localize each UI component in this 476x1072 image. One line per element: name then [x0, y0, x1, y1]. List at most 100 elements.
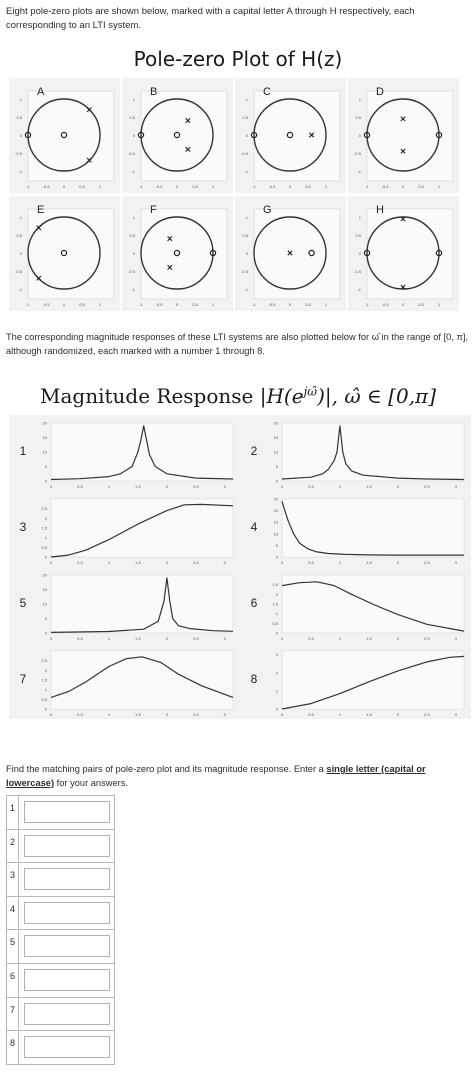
y-tick-label: 0 [20, 133, 23, 138]
x-tick-label: 2 [397, 636, 400, 641]
pole-marker [400, 216, 406, 222]
y-tick-label: 2 [276, 670, 279, 675]
zero-marker [60, 131, 68, 139]
answer-number: 1 [7, 796, 19, 829]
zero-marker [24, 131, 32, 139]
plot-number: 4 [251, 520, 258, 534]
pole-zero-figure-title: Pole-zero Plot of H(z) [133, 47, 343, 71]
pole-zero-plot-g: G 1 0.5 0 -0.5 -1 -1 -0.5 0 0.5 1 [235, 196, 346, 311]
answer-input-7[interactable] [24, 1002, 110, 1025]
plot-area [140, 208, 228, 300]
y-tick-label: 0 [45, 631, 48, 636]
y-tick-label: 0 [20, 251, 23, 256]
answer-row: 8 [7, 1031, 114, 1064]
answer-input-2[interactable] [24, 834, 110, 857]
x-tick-label: 0 [63, 302, 66, 307]
answer-row: 6 [7, 963, 114, 998]
plot-letter: C [263, 86, 271, 98]
x-tick-label: 0 [281, 560, 284, 565]
pole-marker [167, 264, 173, 270]
unit-circle [27, 98, 101, 172]
y-tick-label: 0 [359, 133, 362, 138]
y-tick-label: 1 [276, 688, 279, 693]
magnitude-plot-3: 3 0 0.5 1 1.5 2 2.5 3 2.5 2 1.5 1 0.5 0 [9, 491, 240, 567]
pole-zero-plot-f: F 1 0.5 0 -0.5 -1 -1 -0.5 0 0.5 1 [122, 196, 233, 311]
instruction-before: Find the matching pairs of pole-zero plo… [6, 764, 327, 774]
x-tick-label: 2.5 [193, 712, 199, 717]
y-tick-label: 5 [45, 464, 48, 469]
answer-input-8[interactable] [24, 1036, 110, 1059]
answer-input-6[interactable] [24, 968, 110, 991]
y-tick-label: -1 [131, 169, 135, 174]
y-tick-label: 10 [43, 450, 48, 455]
pole-zero-plot-c: C 1 0.5 0 -0.5 -1 -1 -0.5 0 0.5 1 [235, 78, 346, 193]
y-tick-label: 2 [45, 668, 48, 673]
y-tick-label: 0 [45, 479, 48, 484]
y-tick-label: 15 [43, 435, 48, 440]
x-tick-label: 3 [224, 636, 227, 641]
pole-marker [36, 225, 42, 231]
answer-number: 5 [7, 930, 19, 963]
zero-marker [435, 249, 443, 257]
answer-number: 3 [7, 863, 19, 896]
x-tick-label: -0.5 [156, 184, 164, 189]
plot-area [253, 208, 341, 300]
x-tick-label: 0 [50, 636, 53, 641]
y-tick-label: 2 [45, 516, 48, 521]
x-tick-label: 2 [397, 560, 400, 565]
y-tick-label: 0.5 [129, 233, 135, 238]
x-tick-label: 0 [176, 302, 179, 307]
zero-marker [250, 131, 258, 139]
pole-zero-svg: C 1 0.5 0 -0.5 -1 -1 -0.5 0 0.5 1 [241, 86, 341, 189]
y-tick-label: 0.5 [355, 115, 361, 120]
y-tick-label: 0 [133, 133, 136, 138]
y-tick-label: 5 [45, 616, 48, 621]
y-tick-label: -0.5 [354, 151, 362, 156]
answer-input-4[interactable] [24, 901, 110, 924]
x-tick-label: 0.5 [192, 184, 198, 189]
magnitude-figure-title: Magnitude Response |H(ejω̂)|, ω̂ ∈ [0,π] [0, 384, 476, 408]
x-tick-label: 3 [224, 712, 227, 717]
magnitude-svg: 7 0 0.5 1 1.5 2 2.5 3 2.5 2 1.5 1 0.5 0 [20, 650, 234, 717]
y-tick-label: 10 [274, 531, 279, 536]
y-tick-label: 1 [45, 687, 48, 692]
magnitude-curve [281, 655, 464, 710]
y-tick-label: -0.5 [15, 151, 23, 156]
y-tick-label: 1 [45, 535, 48, 540]
answer-input-5[interactable] [24, 935, 110, 958]
x-tick-label: 0 [289, 302, 292, 307]
x-tick-label: 0.5 [308, 636, 314, 641]
x-tick-label: 0 [50, 712, 53, 717]
plot-number: 7 [20, 672, 27, 686]
x-tick-label: -0.5 [382, 302, 390, 307]
zero-marker [435, 131, 443, 139]
answer-number: 8 [7, 1031, 19, 1064]
x-tick-label: 3 [455, 636, 458, 641]
magnitude-plot-1: 1 0 0.5 1 1.5 2 2.5 3 20 15 10 5 0 [9, 415, 240, 491]
y-tick-label: 1 [359, 97, 362, 102]
y-tick-label: 20 [43, 573, 48, 578]
answer-input-3[interactable] [24, 868, 110, 891]
plot-number: 2 [251, 444, 258, 458]
x-tick-label: 0 [63, 184, 66, 189]
answer-number: 4 [7, 896, 19, 930]
y-tick-label: 20 [274, 421, 279, 426]
answer-row: 4 [7, 896, 114, 931]
x-tick-label: 1 [339, 484, 342, 489]
pole-zero-svg: D 1 0.5 0 -0.5 -1 -1 -0.5 0 0.5 1 [354, 86, 454, 189]
instruction-after: for your answers. [54, 778, 128, 788]
x-tick-label: 1 [325, 302, 328, 307]
plot-area [281, 422, 465, 482]
y-tick-label: 1.5 [272, 602, 278, 607]
plot-letter: F [150, 204, 157, 216]
plot-area [27, 90, 115, 182]
x-tick-label: 0 [176, 184, 179, 189]
unit-circle [27, 216, 101, 290]
unit-circle [140, 216, 214, 290]
x-tick-label: 2.5 [424, 560, 430, 565]
answer-input-1[interactable] [24, 801, 110, 823]
pole-marker [36, 275, 42, 281]
magnitude-svg: 5 0 0.5 1 1.5 2 2.5 3 20 15 10 5 0 [20, 573, 234, 641]
